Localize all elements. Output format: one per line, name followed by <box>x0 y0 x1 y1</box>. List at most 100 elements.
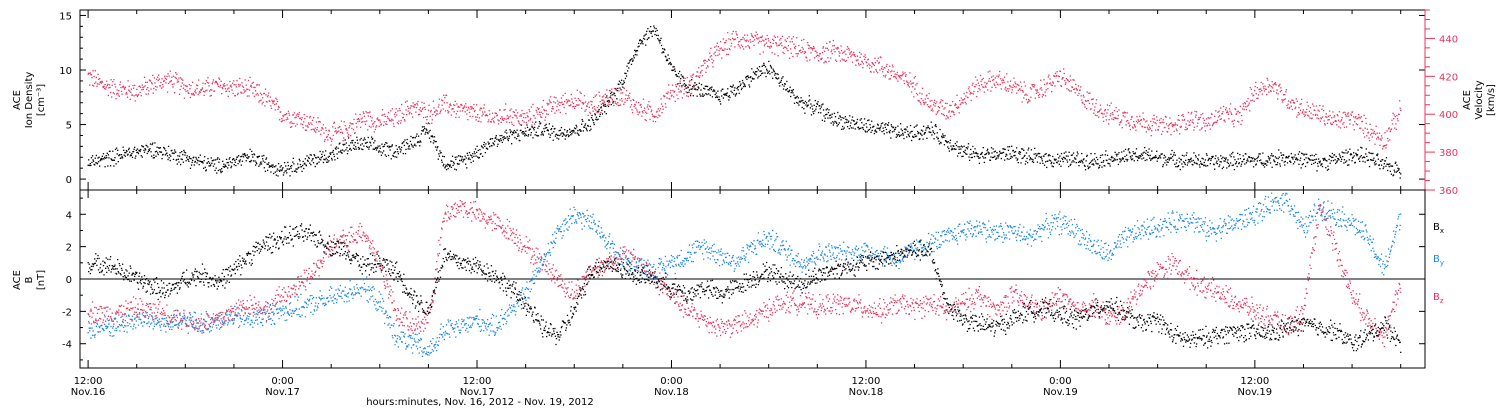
velocity-point <box>738 45 740 47</box>
ion-density-point <box>135 149 137 152</box>
velocity-point <box>236 80 238 82</box>
ion-density-point <box>937 137 940 139</box>
velocity-point <box>1158 125 1160 128</box>
velocity-point <box>705 67 708 69</box>
ion-density-point <box>439 150 441 152</box>
ion-density-point <box>933 138 935 140</box>
ion-density-point <box>333 155 336 158</box>
ion-density-point <box>1062 160 1064 163</box>
velocity-point <box>524 127 526 129</box>
velocity-point <box>216 82 218 85</box>
velocity-point <box>506 121 508 123</box>
velocity-point <box>1039 88 1041 90</box>
velocity-point <box>330 144 332 146</box>
ion-density-point <box>1170 157 1173 159</box>
velocity-point <box>826 47 828 50</box>
velocity-point <box>402 116 404 119</box>
velocity-point <box>410 105 412 107</box>
velocity-point <box>247 88 249 91</box>
velocity-point <box>186 85 188 88</box>
ion-density-point <box>656 29 658 32</box>
ion-density-point <box>1031 158 1033 161</box>
velocity-point <box>1132 127 1134 129</box>
bz-point <box>94 321 96 324</box>
ion-density-point <box>906 126 908 128</box>
ion-density-point <box>994 150 996 152</box>
velocity-point <box>823 62 825 64</box>
velocity-point <box>395 111 397 114</box>
velocity-point <box>803 52 806 54</box>
velocity-point <box>340 120 343 122</box>
velocity-point <box>241 85 244 87</box>
velocity-point <box>887 69 890 71</box>
ion-density-point <box>243 154 245 156</box>
velocity-point <box>572 102 575 105</box>
ion-density-point <box>901 129 903 132</box>
velocity-point <box>693 86 695 88</box>
bz-point <box>159 312 162 315</box>
velocity-point <box>786 37 789 40</box>
velocity-point <box>1386 137 1389 140</box>
ion-density-point <box>691 88 693 90</box>
velocity-point <box>858 64 860 66</box>
velocity-point <box>1086 108 1088 110</box>
ion-density-point <box>590 117 593 119</box>
velocity-point <box>728 38 730 40</box>
ion-density-point <box>125 149 128 152</box>
velocity-point <box>132 84 134 87</box>
velocity-point <box>444 96 446 99</box>
ion-density-point <box>181 158 183 161</box>
velocity-point <box>794 47 796 50</box>
velocity-point <box>996 75 998 77</box>
ion-density-point <box>1358 157 1360 159</box>
velocity-point <box>286 117 288 119</box>
velocity-point <box>404 101 407 103</box>
ion-density-point <box>1175 162 1178 164</box>
ion-density-point <box>203 159 205 162</box>
ion-density-point <box>398 146 401 148</box>
velocity-point <box>364 123 367 125</box>
velocity-point <box>378 119 380 122</box>
ion-density-point <box>1229 162 1232 164</box>
ion-density-point <box>913 126 915 128</box>
ion-density-point <box>549 136 551 139</box>
ion-density-point <box>742 82 744 84</box>
velocity-point <box>1276 98 1279 100</box>
velocity-point <box>706 60 708 63</box>
velocity-point <box>1065 82 1067 84</box>
velocity-point <box>1126 112 1128 114</box>
ion-density-point <box>893 130 895 132</box>
velocity-point <box>950 104 952 107</box>
velocity-point <box>279 119 281 121</box>
velocity-point <box>990 90 992 92</box>
velocity-point <box>653 115 655 117</box>
velocity-point <box>720 40 722 43</box>
ion-density-point <box>575 124 577 127</box>
ion-density-point <box>972 145 974 148</box>
bz-point <box>107 315 110 317</box>
velocity-point <box>1193 129 1195 131</box>
velocity-point <box>1196 111 1198 113</box>
velocity-point <box>570 104 572 106</box>
ion-density-point <box>1278 156 1280 158</box>
velocity-point <box>1205 118 1208 120</box>
velocity-point <box>393 113 396 115</box>
velocity-point <box>1163 121 1165 124</box>
velocity-point <box>914 88 916 90</box>
velocity-point <box>1033 86 1035 88</box>
ion-density-point <box>1095 162 1097 164</box>
velocity-point <box>416 102 418 105</box>
velocity-point <box>824 60 826 63</box>
ion-density-point <box>869 127 872 129</box>
velocity-point <box>518 120 520 123</box>
velocity-point <box>840 49 843 52</box>
velocity-point <box>848 49 850 51</box>
velocity-point <box>375 126 377 128</box>
ion-density-point <box>627 62 629 65</box>
velocity-point <box>764 43 766 45</box>
ion-density-point <box>307 160 309 162</box>
ion-density-point <box>595 116 598 118</box>
ion-density-point <box>1147 151 1149 153</box>
ion-density-point <box>1240 165 1242 167</box>
velocity-point <box>1305 111 1307 113</box>
